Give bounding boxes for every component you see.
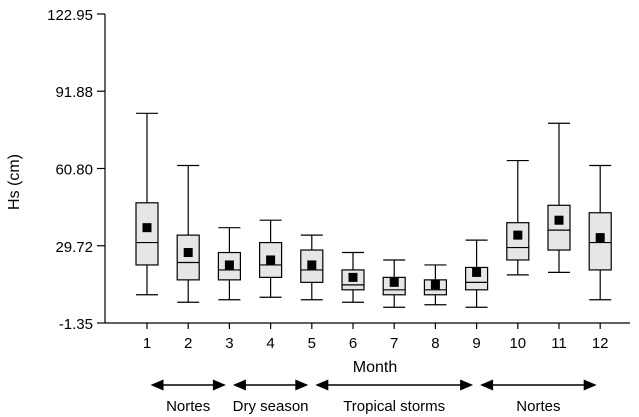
mean-marker (595, 233, 605, 243)
mean-marker (183, 248, 193, 258)
x-axis-ticks: 1 2 3 4 5 6 7 8 9 10 11 12 (143, 323, 609, 352)
mean-marker (348, 272, 358, 282)
mean-marker (554, 215, 564, 225)
x-tick-label: 12 (592, 335, 609, 352)
box-month-6 (341, 251, 365, 303)
arrow-head-left (150, 379, 164, 391)
box-month-9 (465, 239, 489, 308)
iqr-box (506, 222, 530, 261)
x-tick-label: 9 (472, 335, 480, 352)
mean-marker (472, 267, 482, 277)
x-tick-label: 5 (308, 335, 316, 352)
x-tick-label: 3 (225, 335, 233, 352)
mean-marker (389, 277, 399, 287)
box-month-7 (382, 259, 406, 308)
season-label: Nortes (166, 398, 210, 415)
season-arrow-1: Nortes (150, 379, 226, 415)
box-month-11 (547, 122, 571, 274)
mean-marker (224, 260, 234, 270)
y-axis-ticks: -1.35 29.72 60.80 91.88 122.95 (47, 7, 105, 333)
y-tick-label: 91.88 (55, 84, 93, 101)
season-arrow-3: Tropical storms (315, 379, 474, 415)
y-axis-title: Hs (cm) (6, 154, 23, 210)
arrow-head-right (212, 379, 226, 391)
season-label: Nortes (516, 398, 560, 415)
arrow-head-right (295, 379, 309, 391)
mean-marker (142, 223, 152, 233)
box-month-3 (217, 227, 241, 301)
box-month-8 (423, 264, 447, 306)
iqr-box (135, 202, 159, 266)
x-axis-title: Month (353, 359, 397, 376)
season-arrow-4: Nortes (480, 379, 597, 415)
iqr-box (465, 266, 489, 291)
x-tick-label: 11 (551, 335, 567, 352)
arrow-head-left (480, 379, 494, 391)
arrow-head-left (232, 379, 246, 391)
x-tick-label: 10 (509, 335, 526, 352)
mean-marker (430, 280, 440, 290)
box-month-1 (135, 112, 159, 296)
y-tick-label: 122.95 (47, 7, 93, 24)
x-tick-label: 6 (349, 335, 357, 352)
season-arrow-2: Dry season (232, 379, 309, 415)
box-month-10 (506, 159, 530, 276)
box-month-5 (300, 234, 324, 301)
iqr-box (176, 234, 200, 281)
iqr-box (547, 204, 571, 251)
arrow-head-right (460, 379, 474, 391)
x-tick-label: 4 (266, 335, 274, 352)
season-label: Dry season (233, 398, 309, 415)
x-tick-label: 7 (390, 335, 398, 352)
arrow-head-left (315, 379, 329, 391)
y-tick-label: 60.80 (55, 162, 93, 179)
mean-marker (513, 230, 523, 240)
mean-marker (266, 255, 276, 265)
y-tick-label: -1.35 (59, 316, 93, 333)
x-tick-label: 1 (143, 335, 151, 352)
season-label: Tropical storms (343, 398, 445, 415)
box-month-12 (588, 164, 612, 301)
arrow-head-right (583, 379, 597, 391)
season-annotations: Nortes Dry season Tropical storms Nortes (150, 379, 597, 415)
y-tick-label: 29.72 (55, 239, 93, 256)
box-series (135, 112, 612, 308)
box-month-4 (259, 219, 283, 298)
mean-marker (307, 260, 317, 270)
x-tick-label: 8 (431, 335, 439, 352)
box-month-2 (176, 164, 200, 303)
x-tick-label: 2 (184, 335, 192, 352)
